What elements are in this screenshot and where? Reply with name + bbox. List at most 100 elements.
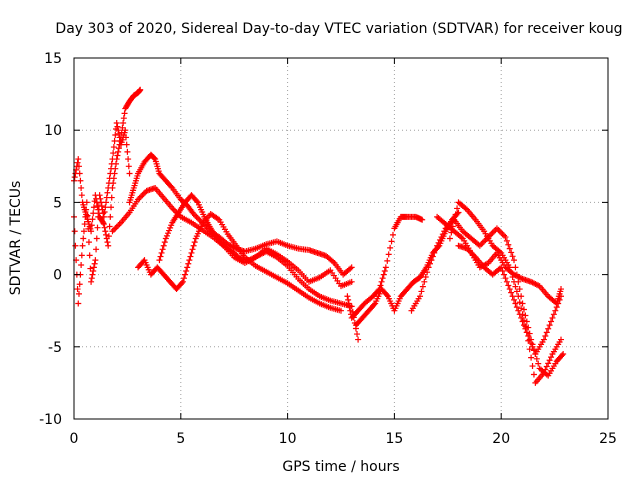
data-point xyxy=(556,296,563,303)
chart-title: Day 303 of 2020, Sidereal Day-to-day VTE… xyxy=(55,21,622,37)
data-point xyxy=(78,184,85,191)
data-point xyxy=(84,212,91,219)
data-point xyxy=(520,322,527,329)
data-point xyxy=(162,235,169,242)
data-point xyxy=(542,366,549,373)
data-point xyxy=(103,199,110,206)
y-tick-label: 10 xyxy=(44,123,62,139)
data-point xyxy=(120,119,127,126)
data-point xyxy=(558,293,565,300)
y-tick-label: 0 xyxy=(53,268,62,284)
x-tick-label: 10 xyxy=(279,431,297,447)
data-point xyxy=(382,264,389,271)
data-point xyxy=(505,282,512,289)
data-point xyxy=(185,260,192,267)
data-point xyxy=(137,86,144,93)
data-point xyxy=(419,283,426,290)
data-point xyxy=(112,225,119,232)
data-point xyxy=(421,278,428,285)
data-point xyxy=(187,253,194,260)
data-point xyxy=(424,269,431,276)
data-point xyxy=(115,127,122,134)
data-point xyxy=(530,371,537,378)
data-point xyxy=(550,311,557,318)
data-point xyxy=(493,225,500,232)
data-point xyxy=(545,360,552,367)
data-point xyxy=(548,318,555,325)
data-point xyxy=(429,253,436,260)
data-point xyxy=(520,306,527,313)
data-point xyxy=(346,304,353,311)
data-point xyxy=(515,307,522,314)
data-point xyxy=(508,249,515,256)
data-point xyxy=(139,192,146,199)
data-point xyxy=(385,251,392,258)
data-point xyxy=(104,239,111,246)
data-point xyxy=(513,304,520,311)
data-point xyxy=(83,206,90,213)
data-point xyxy=(170,206,177,213)
x-axis-title: GPS time / hours xyxy=(282,459,399,475)
data-point xyxy=(115,130,122,137)
data-point xyxy=(183,267,190,274)
data-point xyxy=(502,275,509,282)
data-point xyxy=(509,293,516,300)
data-point xyxy=(191,239,198,246)
data-point xyxy=(383,292,390,299)
data-point xyxy=(111,138,118,145)
data-point xyxy=(446,235,453,242)
data-point xyxy=(80,228,87,235)
data-point xyxy=(512,300,519,307)
data-point xyxy=(182,271,189,278)
data-point xyxy=(114,123,121,130)
data-point xyxy=(98,203,105,210)
data-point xyxy=(107,213,114,220)
data-point xyxy=(478,241,485,248)
data-point xyxy=(116,221,123,228)
data-point xyxy=(90,204,97,211)
data-point xyxy=(78,261,85,268)
data-point xyxy=(77,177,84,184)
data-point xyxy=(498,264,505,271)
data-point xyxy=(431,249,438,256)
data-point xyxy=(530,347,537,354)
data-point xyxy=(120,115,127,122)
data-point xyxy=(518,314,525,321)
data-point xyxy=(158,249,165,256)
series-track-2 xyxy=(71,119,133,307)
data-point xyxy=(540,369,547,376)
data-point xyxy=(193,198,200,205)
data-point xyxy=(100,213,107,220)
series-track-5 xyxy=(135,210,344,314)
y-axis-title: SDTVAR / TECUs xyxy=(8,181,24,296)
grid-lines xyxy=(74,58,608,419)
data-point xyxy=(168,183,175,190)
data-point xyxy=(105,242,112,249)
data-point xyxy=(109,156,116,163)
data-point xyxy=(509,253,516,260)
data-point xyxy=(555,300,562,307)
data-point xyxy=(71,228,78,235)
data-point xyxy=(380,271,387,278)
data-point xyxy=(499,267,506,274)
data-point xyxy=(466,248,473,255)
data-point xyxy=(516,311,523,318)
data-point xyxy=(80,235,87,242)
data-point xyxy=(347,307,354,314)
data-point xyxy=(511,278,518,285)
data-point xyxy=(166,227,173,234)
series-track-9 xyxy=(408,216,567,379)
x-tick-label: 5 xyxy=(176,431,185,447)
data-point xyxy=(100,210,107,217)
data-point xyxy=(428,257,435,264)
data-point xyxy=(109,228,116,235)
data-point xyxy=(85,239,92,246)
data-point xyxy=(156,257,163,264)
data-point xyxy=(543,363,550,370)
data-point xyxy=(522,325,529,332)
data-point xyxy=(101,209,108,216)
data-point xyxy=(560,351,567,358)
data-point xyxy=(188,249,195,256)
data-point xyxy=(102,204,109,211)
